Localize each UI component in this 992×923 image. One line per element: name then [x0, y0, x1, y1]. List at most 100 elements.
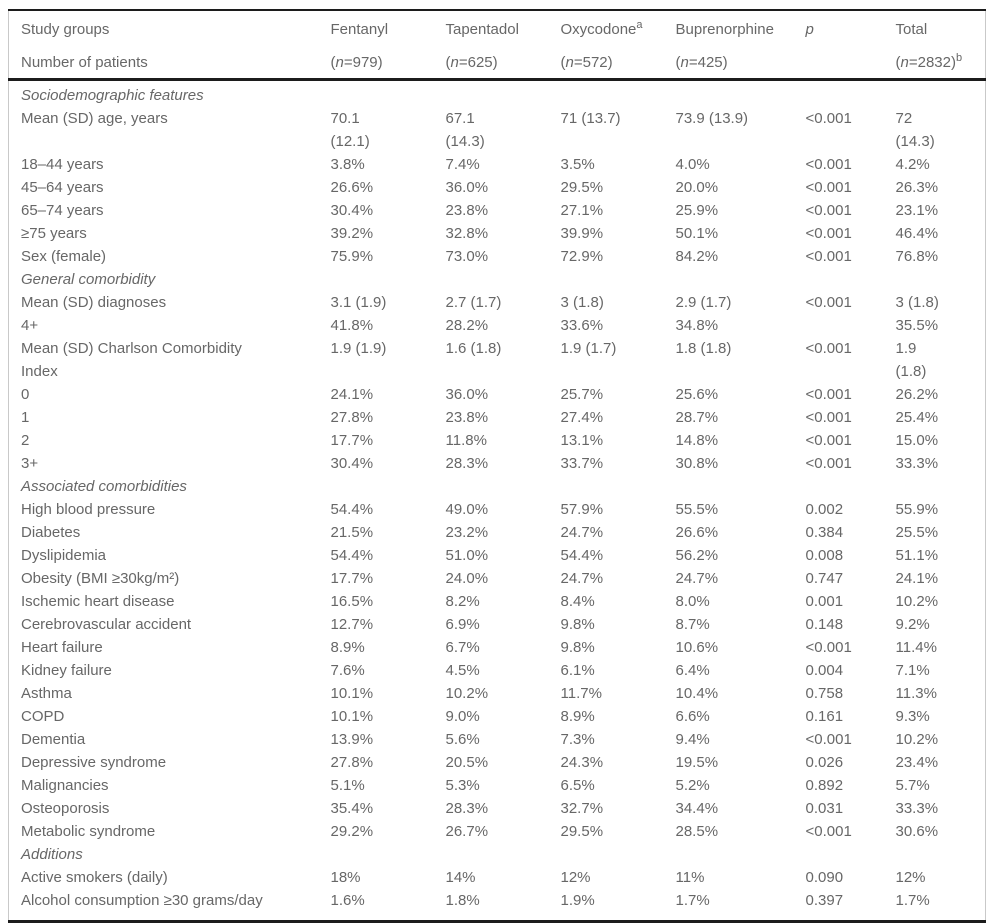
table-cell: 16.5% — [330, 593, 374, 610]
table-cell: 34.4% — [675, 800, 719, 817]
table-body: Sociodemographic features Mean (SD) age, … — [9, 80, 986, 922]
table-row: Malignancies 5.1% 5.3% 6.5% 5.2% 0.892 5.7% — [9, 774, 986, 797]
table-cell: 20.0% — [675, 179, 719, 196]
table-cell: 6.7% — [445, 639, 480, 656]
row-label: Osteoporosis — [21, 800, 110, 817]
table-cell: 27.1% — [560, 202, 604, 219]
table-cell: 0.004 — [805, 662, 844, 679]
section-title: Associated comorbidities — [21, 478, 187, 495]
table-cell: <0.001 — [805, 202, 852, 219]
table-cell: 84.2% — [675, 248, 719, 265]
table-cell: 73.9 (13.9) — [675, 110, 749, 127]
table-cell: 25.6% — [675, 386, 719, 403]
table-cell: 0.397 — [805, 892, 844, 909]
table-cell: 24.0% — [445, 570, 489, 587]
table-cell: 1.7% — [895, 892, 930, 909]
table-cell: 39.2% — [330, 225, 374, 242]
table-cell: 3.8% — [330, 156, 365, 173]
row-label: Dyslipidemia — [21, 547, 107, 564]
table-cell: 0.892 — [805, 777, 844, 794]
table-cell: 36.0% — [445, 386, 489, 403]
table-cell: <0.001 — [805, 455, 852, 472]
table-cell: 8.9% — [330, 639, 365, 656]
table-cell: 26.2% — [895, 386, 939, 403]
table-cell: 54.4% — [330, 547, 374, 564]
table-cell: 7.4% — [445, 156, 480, 173]
table-cell: 8.9% — [560, 708, 595, 725]
table-cell: <0.001 — [805, 156, 852, 173]
row-label: Asthma — [21, 685, 72, 702]
table-row: Obesity (BMI ≥30kg/m²) 17.7% 24.0% 24.7% 24.… — [9, 567, 986, 590]
table-cell: 20.5% — [445, 754, 489, 771]
table-cell: 3.5% — [560, 156, 595, 173]
section-title: Sociodemographic features — [21, 87, 204, 104]
table-row: 1 27.8% 23.8% 27.4% 28.7% <0.001 25.4% — [9, 406, 986, 429]
table-cell: 5.1% — [330, 777, 365, 794]
table-cell: 12% — [895, 869, 926, 886]
table-row: Mean (SD) diagnoses 3.1 (1.9) 2.7 (1.7) 3 (… — [9, 291, 986, 314]
table-cell: 8.7% — [675, 616, 710, 633]
table-row: Sex (female) 75.9% 73.0% 72.9% 84.2% <0.001 76… — [9, 245, 986, 268]
table-cell: 11% — [675, 869, 705, 886]
table-cell: 55.9% — [895, 501, 939, 518]
table-cell: 39.9% — [560, 225, 604, 242]
table-cell: 0.090 — [805, 869, 844, 886]
row-label: Ischemic heart disease — [21, 593, 175, 610]
column-n-count: (n=2832) — [895, 54, 956, 71]
table-cell: 23.8% — [445, 409, 489, 426]
column-title: Buprenorphine — [675, 21, 774, 38]
table-cell: 26.3% — [895, 179, 939, 196]
table-row: Cerebrovascular accident 12.7% 6.9% 9.8% 8.7… — [9, 613, 986, 636]
table-cell: 33.7% — [560, 455, 604, 472]
section-title: Additions — [21, 846, 83, 863]
row-label: Cerebrovascular accident — [21, 616, 192, 633]
column-title-superscript: a — [636, 19, 643, 31]
row-label: Mean (SD) age, years — [21, 110, 168, 127]
table-cell: 28.7% — [675, 409, 719, 426]
table-cell: 72.9% — [560, 248, 604, 265]
table-cell: 46.4% — [895, 225, 939, 242]
table-row: Osteoporosis 35.4% 28.3% 32.7% 34.4% 0.031 33.… — [9, 797, 986, 820]
table-cell: 8.4% — [560, 593, 595, 610]
table-cell: 0.001 — [805, 593, 844, 610]
row-label: 0 — [21, 386, 30, 403]
row-label: Obesity (BMI ≥30kg/m²) — [21, 570, 180, 587]
table-cell: 29.5% — [560, 179, 604, 196]
table-cell: 12.7% — [330, 616, 374, 633]
table-cell: <0.001 — [805, 248, 852, 265]
table-cell: 28.5% — [675, 823, 719, 840]
table-cell: 23.2% — [445, 524, 489, 541]
section-title-row: Sociodemographic features — [9, 80, 986, 108]
table-cell: 6.4% — [675, 662, 710, 679]
table-row: Heart failure 8.9% 6.7% 9.8% 10.6% <0.001 11.4… — [9, 636, 986, 659]
table-row: ≥75 years 39.2% 32.8% 39.9% 50.1% <0.001 46.4% — [9, 222, 986, 245]
table-cell: 30.4% — [330, 202, 374, 219]
table-cell: 11.7% — [560, 685, 602, 702]
table-cell: 0.384 — [805, 524, 844, 541]
table-cell: 13.1% — [560, 432, 604, 449]
table-cell: 8.0% — [675, 593, 710, 610]
table-cell: 5.7% — [895, 777, 930, 794]
table-cell: <0.001 — [805, 432, 852, 449]
table-cell: 0.008 — [805, 547, 844, 564]
table-cell: 49.0% — [445, 501, 489, 518]
row-label: 2 — [21, 432, 30, 449]
column-n-count: (n=425) — [675, 54, 728, 71]
table-cell: 28.2% — [445, 317, 489, 334]
table-cell: 10.6% — [675, 639, 719, 656]
section-title-row: Associated comorbidities — [9, 475, 986, 498]
table-cell: 11.8% — [445, 432, 487, 449]
table-cell: 0.026 — [805, 754, 844, 771]
table-row: Active smokers (daily) 18% 14% 12% 11% 0.090 1… — [9, 866, 986, 889]
table-cell: <0.001 — [805, 340, 852, 357]
table-cell: 4.2% — [895, 156, 930, 173]
table-cell: 57.9% — [560, 501, 604, 518]
table-cell: 7.1% — [895, 662, 930, 679]
table-cell: 26.7% — [445, 823, 489, 840]
table-cell: 23.8% — [445, 202, 489, 219]
table-cell: <0.001 — [805, 386, 852, 403]
table-cell: 10.2% — [445, 685, 489, 702]
table-cell: 54.4% — [330, 501, 374, 518]
row-label: Alcohol consumption ≥30 grams/day — [21, 892, 263, 909]
